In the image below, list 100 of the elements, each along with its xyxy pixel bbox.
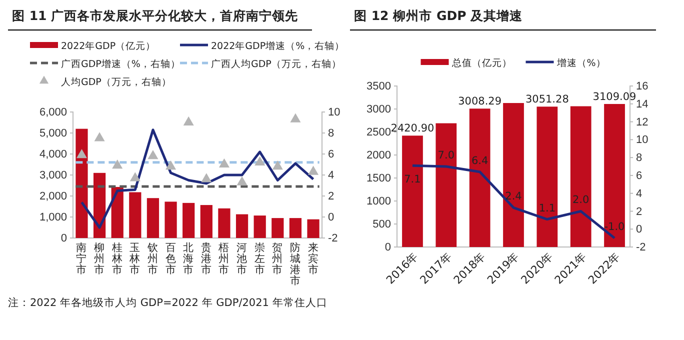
y2-tick-label: 12 — [636, 116, 648, 128]
y2-tick-label: 4 — [636, 188, 642, 200]
y-tick-label: 6,000 — [39, 106, 67, 119]
bar — [436, 123, 457, 247]
y-tick-label: 4,000 — [39, 148, 67, 161]
y-tick-label: 3000 — [366, 104, 391, 116]
bar — [307, 219, 320, 238]
bar — [272, 218, 284, 238]
data-label: 3109.09 — [592, 90, 636, 103]
y-tick-label: 2500 — [366, 126, 391, 139]
y-tick-label: 3500 — [366, 80, 391, 93]
x-tick-label: 桂林市 — [110, 242, 123, 276]
bar — [503, 103, 524, 247]
y-tick-label: 2,000 — [39, 190, 67, 203]
y-tick-label: 2000 — [366, 150, 391, 162]
y-tick-label: 5,000 — [39, 128, 67, 140]
data-label: 7.1 — [404, 174, 421, 186]
point — [308, 166, 319, 175]
point — [148, 150, 158, 160]
x-tick-label: 梧州市 — [218, 242, 230, 276]
legend-label: 总值（亿元） — [450, 57, 512, 69]
x-tick-label: 来宾市 — [308, 241, 319, 276]
x-tick-label: 贵港市 — [200, 241, 212, 276]
y2-tick-label: 2 — [636, 206, 642, 218]
chart-title: 图 11 广西各市发展水平分化较大，首府南宁领先 — [12, 8, 298, 23]
y2-tick-label: 14 — [636, 98, 648, 110]
point — [201, 173, 212, 182]
text: 注：2022 年各地级市人均 GDP=2022 年 GDP/2021 年常住人口 — [8, 296, 328, 309]
y-tick-label: 1,000 — [39, 212, 67, 224]
y-tick-label: 1000 — [366, 196, 391, 208]
legend-label: 人均GDP（万元，右轴） — [61, 76, 172, 88]
point — [218, 158, 230, 168]
y2-tick-label: 0 — [328, 212, 334, 224]
data-label: 3051.28 — [525, 94, 569, 106]
legend-label: 广西GDP增速（%，右轴） — [61, 58, 180, 70]
point — [94, 132, 105, 142]
y2-tick-label: 8 — [636, 152, 642, 164]
y-tick-label: 1500 — [366, 172, 391, 185]
bar — [604, 104, 625, 247]
x-tick-label: 崇左市 — [254, 241, 266, 276]
point — [112, 159, 123, 169]
bar — [402, 136, 423, 247]
y2-tick-label: 8 — [328, 128, 334, 140]
y2-tick-label: 6 — [636, 170, 642, 182]
data-label: 3008.29 — [458, 96, 502, 108]
y2-tick-label: -2 — [328, 232, 338, 245]
point — [236, 176, 248, 186]
line-series — [80, 128, 315, 229]
legend-label: 广西人均GDP（万元，右轴） — [211, 58, 342, 70]
bar — [236, 214, 248, 238]
x-tick-label: 柳州市 — [94, 242, 106, 276]
bar — [218, 208, 230, 238]
y-tick-label: 3,000 — [39, 170, 67, 182]
x-tick-label: 南宁市 — [76, 241, 88, 276]
data-label: 7.0 — [438, 150, 455, 162]
point — [254, 156, 266, 166]
bar — [254, 216, 266, 238]
point — [183, 116, 194, 126]
y2-tick-label: 16 — [636, 80, 648, 93]
y2-tick-label: 0 — [636, 224, 642, 236]
point — [130, 172, 140, 182]
point — [290, 113, 301, 122]
data-label: 2420.90 — [390, 122, 434, 135]
bar — [200, 205, 212, 238]
x-tick-label: 贺州市 — [272, 242, 284, 276]
bar — [146, 198, 160, 238]
data-label: 2.0 — [572, 194, 590, 206]
bar — [111, 186, 124, 238]
bar — [469, 108, 490, 247]
legend-label: 2022年GDP（亿元） — [61, 40, 156, 52]
bar — [164, 202, 177, 238]
chart-title: 图 12 柳州市 GDP 及其增速 — [354, 8, 524, 23]
data-label: -1.0 — [604, 221, 625, 234]
x-tick-label: 百色市 — [165, 242, 176, 276]
data-label: 1.1 — [538, 202, 556, 214]
y-tick-label: 0 — [60, 232, 67, 245]
bar — [289, 218, 302, 238]
x-tick-label: 玉林市 — [128, 242, 141, 276]
x-tick-label: 防城港市 — [288, 241, 301, 287]
bar — [76, 128, 88, 238]
legend-label: 增速（%） — [556, 57, 606, 69]
x-tick-label: 北海市 — [183, 241, 194, 276]
y2-tick-label: 2 — [328, 190, 334, 203]
bar — [570, 106, 592, 247]
y2-tick-label: 6 — [328, 148, 334, 161]
x-tick-label: 河池市 — [236, 242, 248, 276]
point — [272, 160, 283, 170]
y2-tick-label: -2 — [636, 242, 646, 254]
y-tick-label: 0 — [384, 242, 391, 254]
x-tick-label: 钦州市 — [146, 242, 158, 276]
bar — [129, 192, 142, 238]
bar — [182, 202, 195, 238]
data-label: 2.4 — [505, 190, 522, 203]
bar — [536, 106, 558, 247]
y2-tick-label: 4 — [328, 170, 334, 182]
y-tick-label: 500 — [372, 218, 391, 231]
legend-label: 2022年GDP增速（%，右轴） — [211, 40, 345, 52]
data-label: 6.4 — [471, 154, 488, 167]
y2-tick-label: 10 — [636, 134, 648, 146]
point — [166, 160, 176, 170]
